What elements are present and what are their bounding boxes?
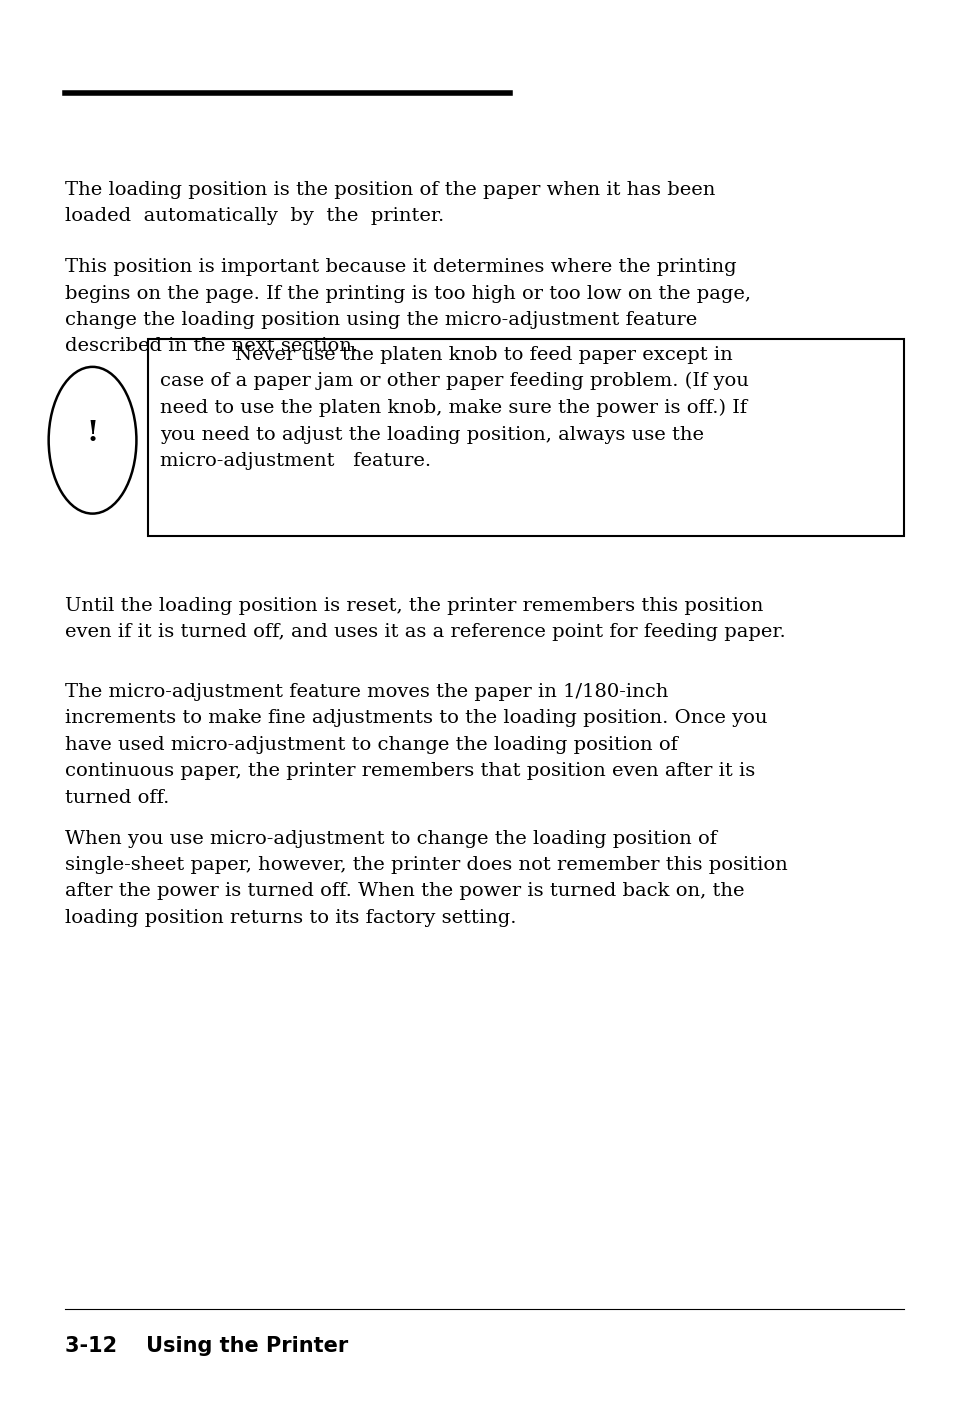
FancyBboxPatch shape xyxy=(148,339,903,536)
Text: !: ! xyxy=(87,419,98,447)
Text: Until the loading position is reset, the printer remembers this position
even if: Until the loading position is reset, the… xyxy=(65,597,785,641)
Text: This position is important because it determines where the printing
begins on th: This position is important because it de… xyxy=(65,258,750,356)
Text: Never use the platen knob to feed paper except in
case of a paper jam or other p: Never use the platen knob to feed paper … xyxy=(160,346,748,470)
Text: The micro-adjustment feature moves the paper in 1/180-inch
increments to make fi: The micro-adjustment feature moves the p… xyxy=(65,683,766,807)
Text: When you use micro-adjustment to change the loading position of
single-sheet pap: When you use micro-adjustment to change … xyxy=(65,830,787,927)
Text: The loading position is the position of the paper when it has been
loaded  autom: The loading position is the position of … xyxy=(65,181,715,224)
Text: 3-12    Using the Printer: 3-12 Using the Printer xyxy=(65,1336,348,1356)
Ellipse shape xyxy=(49,367,136,514)
